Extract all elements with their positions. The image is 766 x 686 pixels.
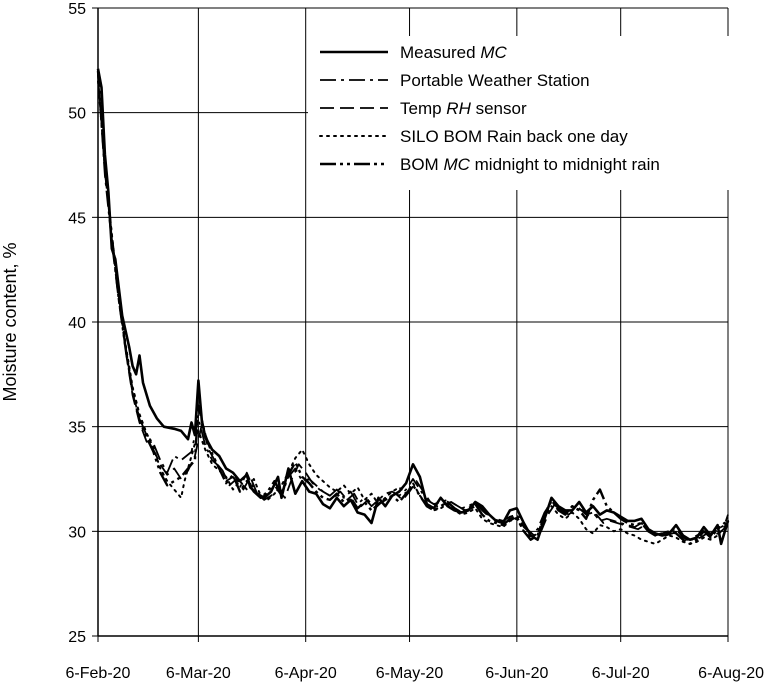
legend: Measured MC Portable Weather Station Temp … bbox=[308, 36, 730, 190]
legend-label-part: sensor bbox=[471, 99, 527, 118]
legend-label: BOM MC midnight to midnight rain bbox=[400, 155, 660, 174]
series-line-4 bbox=[97, 80, 729, 545]
y-tick-label: 25 bbox=[68, 629, 86, 646]
x-tick-label: 6-Feb-20 bbox=[66, 665, 131, 682]
legend-label: SILO BOM Rain back one day bbox=[400, 127, 628, 146]
legend-label: Temp RH sensor bbox=[400, 99, 527, 118]
y-tick-label: 35 bbox=[68, 420, 86, 437]
legend-label-part: MC bbox=[443, 155, 470, 174]
legend-label-part: Portable Weather Station bbox=[400, 71, 590, 90]
series-line-2 bbox=[97, 74, 729, 541]
axes: 25 30 35 40 45 50 55 6-Feb-20 6-Mar-20 6-Apr-20 6-… bbox=[66, 1, 765, 682]
y-tick-label: 40 bbox=[68, 315, 86, 332]
y-tick-label: 30 bbox=[68, 524, 86, 541]
y-axis-title: Moisture content, % bbox=[0, 242, 20, 401]
legend-label-part: Temp bbox=[400, 99, 446, 118]
y-tick-label: 45 bbox=[68, 210, 86, 227]
x-tick-label: 6-Mar-20 bbox=[166, 665, 231, 682]
x-tick-label: 6-Jul-20 bbox=[592, 665, 650, 682]
legend-label-part: BOM bbox=[400, 155, 443, 174]
legend-label-part: MC bbox=[480, 43, 507, 62]
x-tick-label: 6-May-20 bbox=[376, 665, 444, 682]
y-tick-label: 55 bbox=[68, 1, 86, 18]
legend-label-part: Measured bbox=[400, 43, 480, 62]
legend-label-part: RH bbox=[446, 99, 471, 118]
series-layer bbox=[96, 68, 730, 546]
legend-label-part: SILO BOM Rain back one day bbox=[400, 127, 628, 146]
series-line-5 bbox=[96, 70, 729, 546]
x-tick-label: 6-Apr-20 bbox=[275, 665, 337, 682]
x-tick-label: 6-Aug-20 bbox=[698, 665, 764, 682]
y-tick-label: 50 bbox=[68, 106, 86, 123]
legend-label: Portable Weather Station bbox=[400, 71, 590, 90]
legend-label-part: midnight to midnight rain bbox=[470, 155, 660, 174]
legend-label: Measured MC bbox=[400, 43, 507, 62]
x-tick-label: 6-Jun-20 bbox=[485, 665, 548, 682]
series-line-3 bbox=[97, 72, 729, 541]
legend-box bbox=[308, 36, 730, 190]
